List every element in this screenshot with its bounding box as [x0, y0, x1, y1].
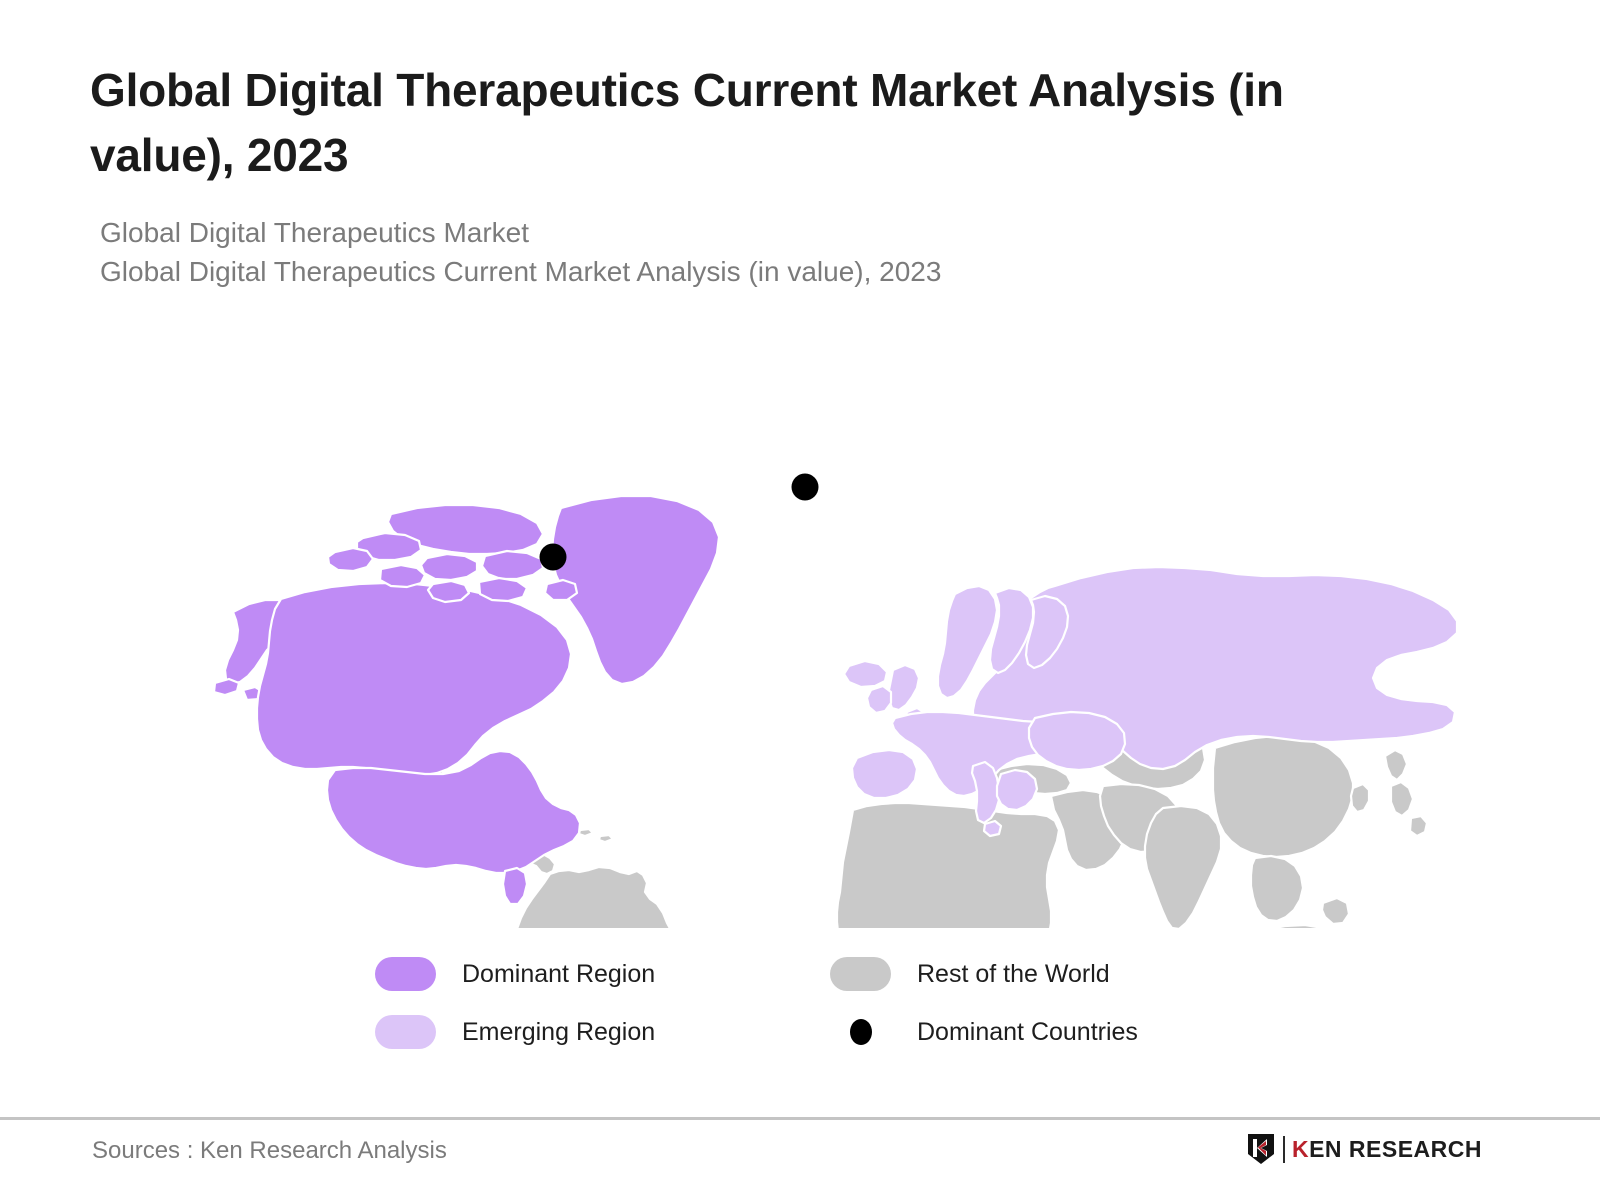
legend-swatch-rest-of-the-world — [830, 957, 891, 991]
legend-label-emerging-region: Emerging Region — [462, 1017, 656, 1046]
logo-wordmark-k: K — [1291, 1135, 1310, 1162]
logo-divider — [1282, 1135, 1285, 1163]
source-note: Sources : Ken Research Analysis — [92, 1137, 447, 1164]
world-map — [195, 318, 1460, 928]
legend-swatch-dominant-region — [375, 957, 436, 991]
legend-label-rest-of-the-world: Rest of the World — [917, 959, 1110, 988]
legend-label-dominant-countries: Dominant Countries — [917, 1017, 1138, 1046]
header: Global Digital Therapeutics Current Mark… — [90, 58, 1470, 292]
legend-item-rest-of-the-world: Rest of the World — [830, 957, 1275, 991]
logo-wordmark-rest: EN RESEARCH — [1309, 1135, 1482, 1162]
legend-item-dominant-region: Dominant Region — [375, 957, 830, 991]
logo-wordmark: KEN RESEARCH — [1291, 1135, 1482, 1162]
ken-research-logo: KEN RESEARCH — [1246, 1131, 1482, 1167]
world-map-svg — [212, 494, 1459, 928]
footer-divider — [0, 1117, 1600, 1120]
page-subtitle: Global Digital Therapeutics Market Globa… — [100, 213, 1470, 293]
map-region-emerging — [842, 565, 1459, 838]
subtitle-line-1: Global Digital Therapeutics Market — [100, 216, 530, 248]
ken-research-shield-icon — [1247, 1134, 1274, 1164]
legend-swatch-emerging-region — [375, 1015, 436, 1049]
legend-item-emerging-region: Emerging Region — [375, 1015, 830, 1049]
legend-label-dominant-region: Dominant Region — [462, 959, 656, 988]
black-dot-icon — [849, 1019, 872, 1045]
legend-swatch-dominant-countries — [830, 1015, 891, 1049]
page-title: Global Digital Therapeutics Current Mark… — [90, 64, 1284, 182]
map-legend: Dominant Region Rest of the World Emergi… — [375, 945, 1275, 1061]
map-region-dominant — [212, 494, 721, 906]
subtitle-line-2: Global Digital Therapeutics Current Mark… — [100, 256, 942, 288]
legend-item-dominant-countries: Dominant Countries — [830, 1015, 1275, 1049]
